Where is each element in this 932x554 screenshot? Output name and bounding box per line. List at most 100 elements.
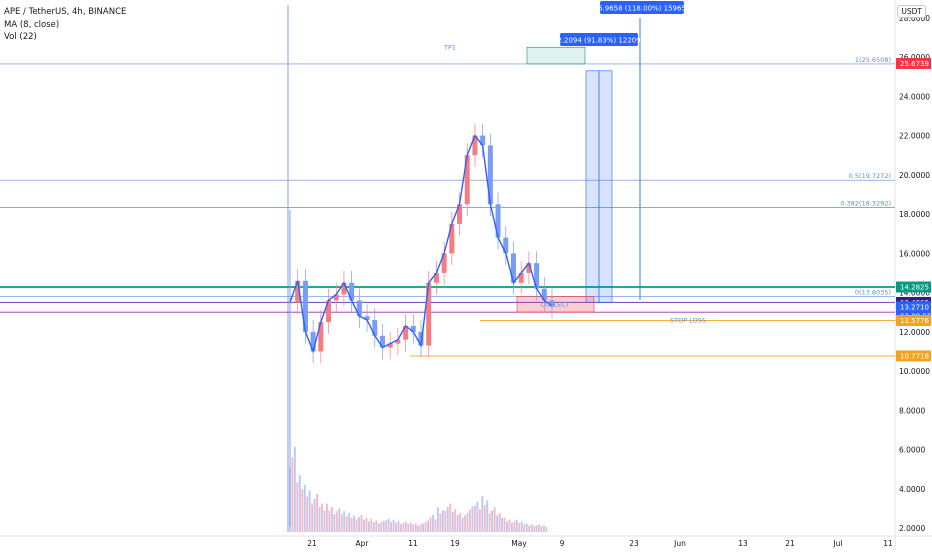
volume-bar	[471, 506, 474, 532]
volume-bar	[464, 515, 466, 532]
candle-body	[464, 155, 470, 205]
y-tick-label: 14.0000	[899, 289, 930, 298]
y-tick-label: 26.0000	[899, 53, 930, 62]
candle-body	[449, 223, 455, 254]
volume-bar	[407, 523, 410, 532]
volume-bar	[439, 513, 442, 532]
volume-bar	[348, 513, 351, 532]
ma-indicator-label[interactable]: MA (8, close)	[4, 19, 60, 30]
price-tag-label: 10.7718	[900, 352, 929, 360]
volume-bar	[340, 513, 343, 532]
price-tag-label: 13.2710	[900, 303, 929, 311]
volume-bar	[454, 509, 457, 532]
volume-bar	[493, 507, 496, 532]
volume-bar	[476, 501, 479, 532]
volume-bar	[501, 517, 503, 532]
x-tick-label: 11	[408, 539, 418, 548]
symbol-label[interactable]: APE / TetherUS, 4h, BINANCE	[4, 7, 127, 17]
volume-indicator-label[interactable]: Vol (22)	[4, 32, 37, 42]
volume-bar	[461, 517, 464, 532]
price-tag-label: 25.6739	[900, 60, 929, 68]
volume-bar	[390, 522, 392, 532]
x-tick-label: 19	[450, 539, 460, 548]
candle-body	[295, 280, 301, 303]
y-tick-label: 16.0000	[899, 249, 930, 258]
volume-bar	[538, 524, 540, 532]
volume-bar	[523, 524, 526, 532]
tp1-label: TP1	[443, 43, 456, 51]
volume-bar	[345, 516, 348, 532]
candle-body	[495, 204, 501, 238]
volume-bar	[326, 503, 328, 532]
stop-loss-label: STOP LOSS	[670, 316, 706, 324]
currency-button[interactable]: USDT	[897, 5, 926, 18]
x-tick-label: 21	[307, 539, 317, 548]
volume-bar	[353, 515, 355, 532]
volume-bar	[335, 511, 338, 532]
volume-bar	[370, 518, 373, 532]
volume-bar	[323, 510, 326, 532]
volume-bar	[380, 522, 383, 532]
volume-bar	[387, 518, 390, 532]
volume-bar	[528, 525, 531, 532]
volume-bar	[466, 512, 469, 532]
candle-body	[433, 272, 439, 283]
volume-bar	[481, 496, 484, 532]
candle-body	[356, 300, 362, 317]
candle-body	[526, 263, 532, 273]
candle-body	[326, 300, 332, 323]
volume-bar	[328, 510, 331, 532]
price-tag-bg	[896, 281, 931, 293]
volume-bar	[543, 525, 545, 532]
price-tag-label: 12.5776	[900, 317, 929, 325]
volume-bar	[367, 521, 370, 532]
y-tick-label: 6.0000	[899, 446, 925, 455]
volume-bar	[358, 517, 360, 532]
volume-bar	[395, 522, 397, 532]
price-tag-bg	[896, 314, 931, 326]
candle-body	[472, 135, 478, 156]
volume-bar	[434, 519, 437, 532]
volume-bar	[474, 505, 476, 532]
candle-body	[318, 322, 324, 352]
volume-bar	[496, 515, 499, 532]
volume-bar	[377, 523, 380, 532]
x-tick-label: 13	[738, 539, 748, 548]
candle-body	[510, 253, 516, 283]
volume-bar	[417, 525, 420, 532]
volume-bar	[459, 513, 462, 532]
measure-tag-2: 15.9658 (118.00%) 159658	[594, 5, 691, 13]
volume-bar	[392, 519, 395, 532]
tp1-box	[526, 46, 586, 65]
volume-bar	[409, 522, 412, 532]
volume-bar	[400, 524, 402, 532]
volume-bar	[486, 500, 489, 532]
candle-body	[387, 343, 393, 348]
measure-tag-1: 12.2094 (91.83%) 122094	[553, 37, 646, 45]
volume-bar	[382, 520, 385, 532]
volume-bar	[397, 521, 400, 532]
y-tick-label: 4.0000	[899, 485, 925, 494]
ma-line	[289, 134, 553, 354]
candle-body	[403, 325, 409, 340]
candle-body	[426, 282, 432, 346]
y-tick-label: 12.0000	[899, 328, 930, 337]
volume-bar	[533, 526, 536, 532]
chart-legend: APE / TetherUS, 4h, BINANCE MA (8, close…	[4, 6, 126, 44]
volume-bar	[316, 494, 318, 532]
volume-bar	[385, 520, 388, 532]
fib-level-label: 0.382(18.3292)	[840, 200, 891, 208]
candle-body	[410, 325, 416, 332]
volume-bar	[498, 513, 501, 532]
volume-bar	[291, 457, 294, 532]
volume-bar	[318, 507, 321, 532]
x-tick-label: 9	[560, 539, 565, 548]
volume-bar	[508, 519, 511, 532]
volume-bar	[432, 514, 434, 532]
volume-bar	[429, 517, 432, 532]
volume-bar	[355, 519, 358, 532]
volume-bar	[412, 524, 415, 532]
volume-bar	[363, 519, 365, 532]
